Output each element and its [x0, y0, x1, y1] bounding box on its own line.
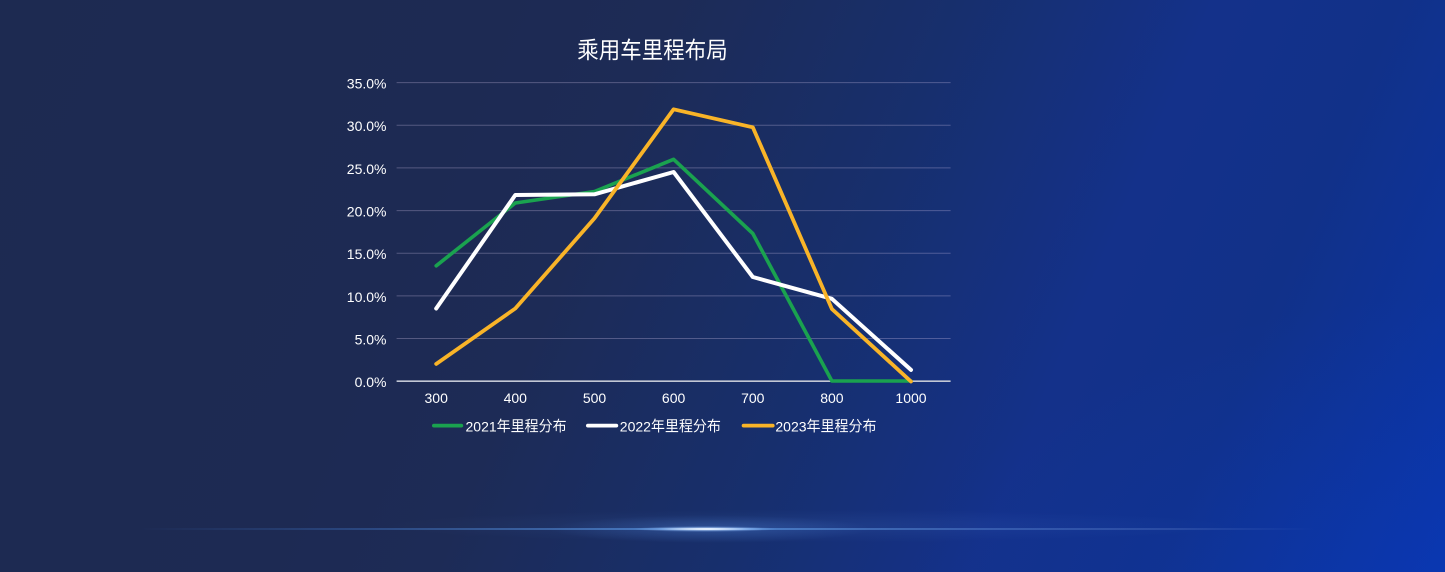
svg-text:2021: 2021 [466, 418, 497, 434]
svg-text:700: 700 [741, 390, 765, 406]
svg-text:2023: 2023 [775, 418, 806, 434]
svg-text:300: 300 [425, 390, 449, 406]
svg-text:0.0%: 0.0% [355, 374, 387, 390]
svg-text:800: 800 [820, 390, 844, 406]
svg-text:2022: 2022 [620, 418, 651, 434]
svg-text:400: 400 [504, 390, 528, 406]
svg-text:30.0%: 30.0% [347, 118, 387, 134]
svg-text:500: 500 [583, 390, 607, 406]
svg-text:1000: 1000 [895, 390, 926, 406]
svg-text:5.0%: 5.0% [355, 331, 387, 347]
svg-text:15.0%: 15.0% [347, 246, 387, 262]
svg-text:35.0%: 35.0% [347, 76, 387, 92]
svg-text:10.0%: 10.0% [347, 289, 387, 305]
svg-text:600: 600 [662, 390, 686, 406]
svg-text:20.0%: 20.0% [347, 204, 387, 220]
svg-text:25.0%: 25.0% [347, 161, 387, 177]
